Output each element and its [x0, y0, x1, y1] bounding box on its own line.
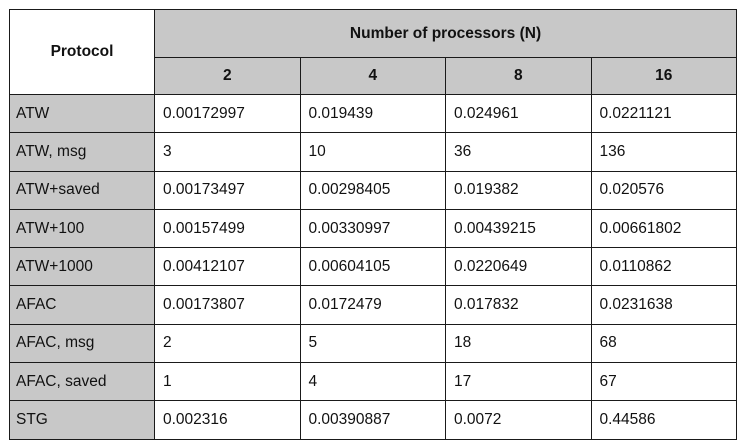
- table-cell: 0.024961: [445, 93, 592, 134]
- table-cell: 36: [445, 132, 592, 172]
- column-header-n: 2: [154, 57, 301, 95]
- table-row: ATW+1000 0.00412107 0.00604105 0.0220649…: [9, 247, 738, 287]
- row-label: AFAC, msg: [9, 323, 155, 364]
- table-cell: 0.00330997: [299, 208, 446, 249]
- table-cell: 10: [299, 132, 446, 172]
- table-cell: 5: [299, 323, 446, 364]
- table-cell: 3: [154, 132, 301, 172]
- table-cell: 1: [154, 362, 301, 402]
- table-cell: 0.00390887: [299, 400, 446, 440]
- table-row: ATW+100 0.00157499 0.00330997 0.00439215…: [9, 208, 738, 249]
- row-label: ATW+100: [9, 208, 155, 249]
- table-cell: 0.019439: [299, 93, 446, 134]
- table-cell: 0.019382: [445, 170, 592, 210]
- row-label: STG: [9, 400, 155, 440]
- row-label: ATW: [9, 93, 155, 134]
- table-cell: 136: [590, 132, 738, 172]
- table-row: AFAC, saved 1 4 17 67: [9, 362, 738, 402]
- row-label: ATW+1000: [9, 247, 155, 287]
- table-row: AFAC, msg 2 5 18 68: [9, 323, 738, 364]
- table-cell: 0.0220649: [445, 247, 592, 287]
- table-cell: 4: [299, 362, 446, 402]
- results-table-container: Protocol Number of processors (N) 2 4 8 …: [9, 9, 738, 440]
- header-row-group: Protocol Number of processors (N): [9, 9, 738, 95]
- table-cell: 67: [590, 362, 738, 402]
- table-row: AFAC 0.00173807 0.0172479 0.017832 0.023…: [9, 285, 738, 325]
- table-cell: 0.0072: [445, 400, 592, 440]
- table-cell: 0.00173497: [154, 170, 301, 210]
- table-cell: 18: [445, 323, 592, 364]
- table-cell: 0.00173807: [154, 285, 301, 325]
- column-header-n: 8: [445, 57, 592, 95]
- protocol-column-header: Protocol: [9, 9, 155, 95]
- table-cell: 0.00439215: [445, 208, 592, 249]
- processors-group-header: Number of processors (N): [153, 9, 738, 58]
- table-row: ATW 0.00172997 0.019439 0.024961 0.02211…: [9, 93, 738, 134]
- table-cell: 0.0221121: [590, 93, 738, 134]
- column-header-n: 16: [590, 57, 738, 95]
- table-cell: 0.00157499: [154, 208, 301, 249]
- table-cell: 0.0172479: [299, 285, 446, 325]
- results-table: Protocol Number of processors (N) 2 4 8 …: [9, 9, 738, 440]
- table-row: STG 0.002316 0.00390887 0.0072 0.44586: [9, 400, 738, 440]
- header-row-columns: 2 4 8 16: [10, 57, 738, 95]
- table-cell: 0.0231638: [590, 285, 738, 325]
- table-cell: 0.44586: [590, 400, 738, 440]
- table-cell: 0.00604105: [299, 247, 446, 287]
- table-cell: 0.0110862: [590, 247, 738, 287]
- row-label: AFAC, saved: [9, 362, 155, 402]
- table-cell: 68: [590, 323, 738, 364]
- table-cell: 0.017832: [445, 285, 592, 325]
- table-cell: 0.00172997: [154, 93, 301, 134]
- column-header-n: 4: [299, 57, 446, 95]
- row-label: ATW+saved: [9, 170, 155, 210]
- table-body: ATW 0.00172997 0.019439 0.024961 0.02211…: [9, 93, 738, 440]
- table-cell: 0.00661802: [590, 208, 738, 249]
- table-cell: 0.020576: [590, 170, 738, 210]
- table-cell: 0.002316: [154, 400, 301, 440]
- table-cell: 2: [154, 323, 301, 364]
- table-row: ATW, msg 3 10 36 136: [9, 132, 738, 172]
- table-cell: 17: [445, 362, 592, 402]
- table-cell: 0.00298405: [299, 170, 446, 210]
- row-label: ATW, msg: [9, 132, 155, 172]
- table-row: ATW+saved 0.00173497 0.00298405 0.019382…: [9, 170, 738, 210]
- row-label: AFAC: [9, 285, 155, 325]
- table-cell: 0.00412107: [154, 247, 301, 287]
- table-header: Protocol Number of processors (N) 2 4 8 …: [9, 9, 738, 95]
